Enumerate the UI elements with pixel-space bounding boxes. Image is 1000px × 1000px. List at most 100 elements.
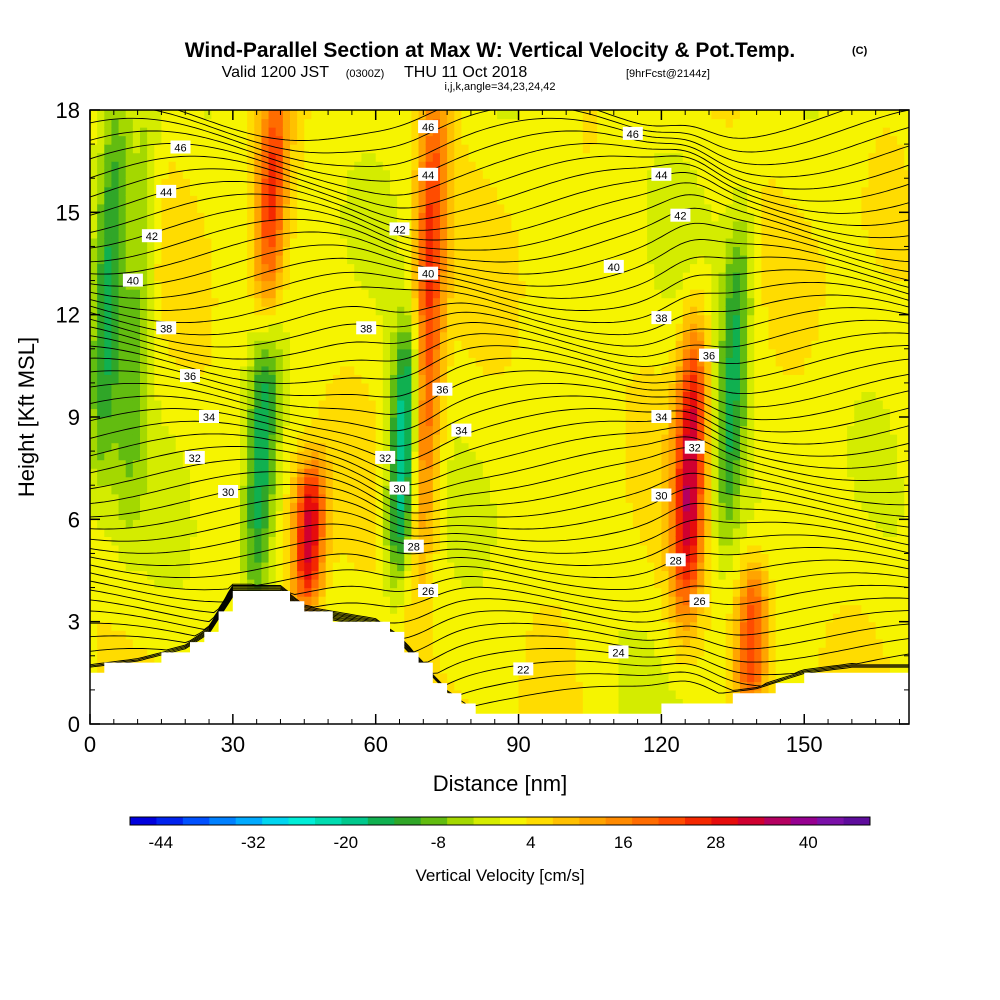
velocity-cell bbox=[318, 510, 327, 520]
velocity-cell bbox=[332, 220, 341, 230]
velocity-cell bbox=[218, 297, 227, 307]
velocity-cell bbox=[282, 246, 291, 256]
velocity-cell bbox=[539, 263, 548, 273]
velocity-cell bbox=[161, 527, 170, 537]
velocity-cell bbox=[432, 502, 441, 512]
velocity-cell bbox=[304, 536, 313, 546]
velocity-cell bbox=[325, 468, 334, 478]
velocity-cell bbox=[161, 630, 170, 640]
velocity-cell bbox=[118, 365, 127, 375]
velocity-cell bbox=[368, 340, 377, 350]
velocity-cell bbox=[511, 417, 520, 427]
velocity-cell bbox=[311, 144, 320, 154]
velocity-cell bbox=[468, 476, 477, 486]
velocity-cell bbox=[418, 135, 427, 145]
velocity-cell bbox=[468, 544, 477, 555]
velocity-cell bbox=[389, 135, 398, 145]
velocity-cell bbox=[525, 681, 534, 691]
velocity-cell bbox=[339, 510, 348, 520]
velocity-cell bbox=[140, 220, 148, 230]
velocity-cell bbox=[175, 289, 184, 299]
velocity-cell bbox=[125, 195, 134, 205]
velocity-cell bbox=[97, 195, 105, 205]
velocity-cell bbox=[268, 502, 277, 512]
velocity-cell bbox=[454, 263, 462, 273]
velocity-cell bbox=[497, 144, 505, 154]
velocity-cell bbox=[118, 306, 127, 316]
velocity-cell bbox=[461, 382, 470, 393]
velocity-cell bbox=[161, 280, 170, 290]
velocity-cell bbox=[532, 135, 541, 145]
velocity-cell bbox=[161, 118, 170, 128]
velocity-cell bbox=[475, 664, 484, 674]
velocity-cell bbox=[247, 502, 255, 512]
velocity-cell bbox=[511, 672, 520, 682]
velocity-cell bbox=[111, 280, 120, 290]
velocity-cell bbox=[511, 178, 520, 188]
velocity-cell bbox=[389, 561, 398, 572]
velocity-cell bbox=[90, 664, 98, 674]
velocity-cell bbox=[168, 544, 177, 555]
velocity-cell bbox=[147, 237, 155, 248]
velocity-cell bbox=[411, 468, 420, 478]
velocity-cell bbox=[318, 382, 327, 393]
velocity-cell bbox=[125, 314, 134, 324]
velocity-cell bbox=[425, 527, 434, 537]
velocity-cell bbox=[539, 544, 548, 555]
velocity-cell bbox=[525, 689, 534, 700]
velocity-cell bbox=[111, 485, 120, 495]
velocity-cell bbox=[182, 263, 191, 273]
velocity-cell bbox=[254, 118, 263, 128]
velocity-cell bbox=[339, 203, 348, 213]
velocity-cell bbox=[389, 127, 398, 137]
velocity-cell bbox=[425, 323, 434, 333]
velocity-cell bbox=[197, 442, 205, 452]
velocity-cell bbox=[118, 502, 127, 512]
velocity-cell bbox=[532, 613, 541, 623]
velocity-cell bbox=[532, 417, 541, 427]
velocity-cell bbox=[239, 263, 248, 273]
velocity-cell bbox=[454, 127, 462, 137]
velocity-cell bbox=[554, 161, 562, 171]
velocity-cell bbox=[161, 203, 170, 213]
velocity-cell bbox=[125, 348, 134, 358]
velocity-cell bbox=[568, 178, 577, 188]
velocity-cell bbox=[161, 263, 170, 273]
velocity-cell bbox=[389, 306, 398, 316]
velocity-cell bbox=[532, 689, 541, 700]
velocity-cell bbox=[497, 536, 505, 546]
velocity-cell bbox=[111, 621, 120, 631]
velocity-cell bbox=[268, 203, 277, 213]
velocity-cell bbox=[568, 536, 577, 546]
velocity-cell bbox=[439, 493, 448, 503]
velocity-cell bbox=[189, 459, 198, 469]
velocity-cell bbox=[361, 263, 370, 273]
velocity-cell bbox=[482, 587, 491, 597]
velocity-cell bbox=[254, 229, 263, 239]
velocity-cell bbox=[289, 587, 298, 597]
velocity-cell bbox=[90, 161, 98, 171]
velocity-cell bbox=[561, 681, 570, 691]
velocity-cell bbox=[525, 212, 534, 222]
velocity-cell bbox=[311, 118, 320, 128]
velocity-cell bbox=[239, 468, 248, 478]
velocity-cell bbox=[304, 306, 313, 316]
velocity-cell bbox=[218, 493, 227, 503]
velocity-cell bbox=[568, 706, 577, 717]
velocity-cell bbox=[482, 272, 491, 282]
velocity-cell bbox=[425, 152, 434, 162]
velocity-cell bbox=[218, 510, 227, 520]
velocity-cell bbox=[104, 570, 113, 580]
velocity-cell bbox=[432, 527, 441, 537]
velocity-cell bbox=[332, 382, 341, 393]
velocity-cell bbox=[511, 681, 520, 691]
velocity-cell bbox=[225, 280, 234, 290]
velocity-cell bbox=[132, 442, 141, 452]
velocity-cell bbox=[411, 272, 420, 282]
velocity-cell bbox=[532, 374, 541, 384]
velocity-cell bbox=[439, 468, 448, 478]
velocity-cell bbox=[232, 246, 241, 256]
velocity-cell bbox=[204, 169, 213, 179]
velocity-cell bbox=[304, 485, 313, 495]
velocity-cell bbox=[447, 144, 455, 154]
